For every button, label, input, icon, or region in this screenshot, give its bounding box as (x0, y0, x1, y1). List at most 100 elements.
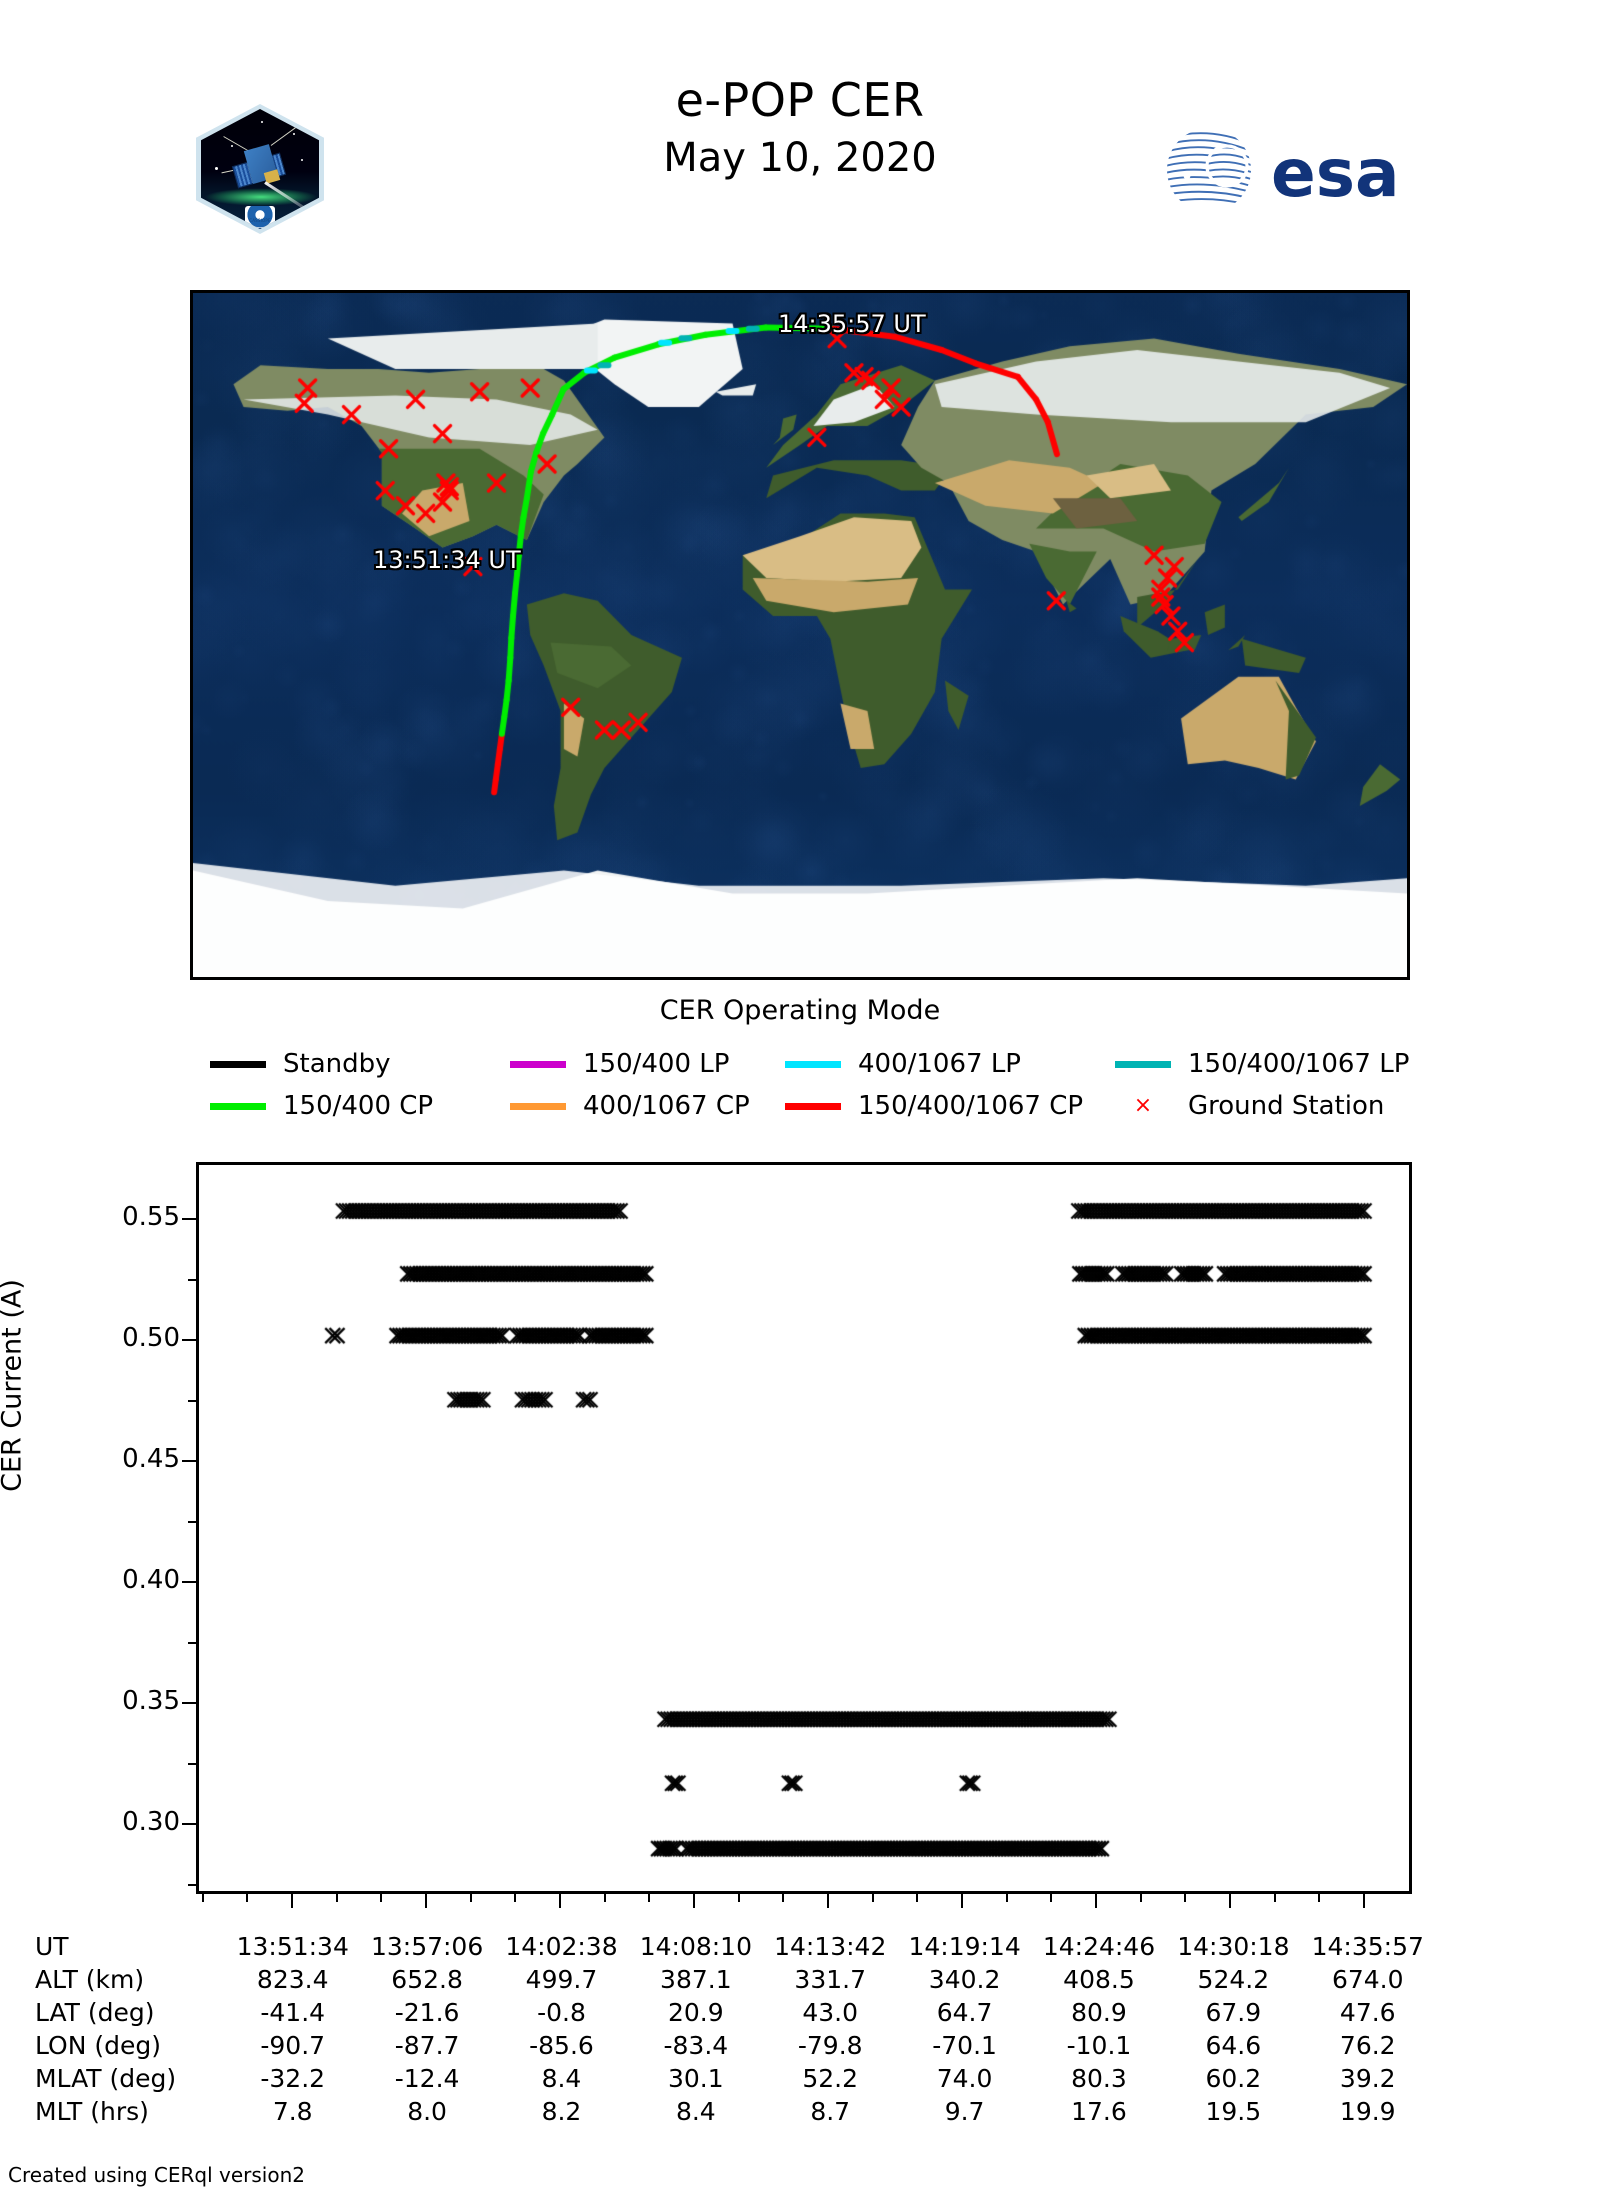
table-row: MLT (hrs) 7.8 8.0 8.2 8.4 8.7 9.7 17.6 19.5 19.9 (35, 2095, 1435, 2128)
table-cell: 80.9 (1032, 1996, 1166, 2029)
table-cell: -10.1 (1032, 2029, 1166, 2062)
y-tick-minor (188, 1763, 196, 1765)
legend-row-1: Standby 150/400 LP 400/1067 LP 150/400/1… (210, 1043, 1460, 1085)
table-cell: 30.1 (629, 2062, 763, 2095)
table-cell: 524.2 (1166, 1963, 1300, 1996)
table-row-label: MLT (hrs) (35, 2095, 226, 2128)
y-tick-mark (182, 1702, 196, 1704)
legend-label-400-1067-cp: 400/1067 CP (583, 1091, 750, 1121)
table-cell: 14:13:42 (763, 1930, 897, 1963)
table-cell: 331.7 (763, 1963, 897, 1996)
legend-label-standby: Standby (283, 1049, 391, 1079)
table-cell: 408.5 (1032, 1963, 1166, 1996)
table-cell: 60.2 (1166, 2062, 1300, 2095)
y-axis-label: CER Current (A) (0, 1186, 28, 1586)
x-tick-mark (559, 1894, 561, 1908)
table-cell: 14:02:38 (494, 1930, 628, 1963)
table-cell: 14:35:57 (1301, 1930, 1435, 1963)
table-cell: 52.2 (763, 2062, 897, 2095)
y-tick-minor (188, 1884, 196, 1886)
table-cell: 76.2 (1301, 2029, 1435, 2062)
x-tick-minor (1184, 1894, 1186, 1902)
y-tick-mark (182, 1218, 196, 1220)
table-row: LON (deg) -90.7 -87.7 -85.6 -83.4 -79.8 -70.1 -… (35, 2029, 1435, 2062)
table-cell: 7.8 (226, 2095, 360, 2128)
legend-swatch-150-400-1067-cp (785, 1103, 841, 1110)
ephemeris-table: UT 13:51:34 13:57:06 14:02:38 14:08:10 14:13:… (35, 1930, 1575, 2128)
table-cell: 74.0 (897, 2062, 1031, 2095)
table-cell: 17.6 (1032, 2095, 1166, 2128)
table-cell: 19.9 (1301, 2095, 1435, 2128)
x-tick-minor (1050, 1894, 1052, 1902)
y-tick-mark (182, 1460, 196, 1462)
x-tick-mark (1095, 1894, 1097, 1908)
world-map: 13:51:34 UT 14:35:57 UT (190, 290, 1410, 980)
legend-label-150-400-cp: 150/400 CP (283, 1091, 433, 1121)
x-tick-minor (470, 1894, 472, 1902)
table-row: MLAT (deg) -32.2 -12.4 8.4 30.1 52.2 74.0 80.3 6… (35, 2062, 1435, 2095)
table-cell: -32.2 (226, 2062, 360, 2095)
x-tick-minor (1140, 1894, 1142, 1902)
table-cell: 64.6 (1166, 2029, 1300, 2062)
map-start-time-label: 13:51:34 UT (373, 546, 521, 574)
table-cell: -79.8 (763, 2029, 897, 2062)
table-row: UT 13:51:34 13:57:06 14:02:38 14:08:10 14:13:… (35, 1930, 1435, 1963)
table-cell: 674.0 (1301, 1963, 1435, 1996)
y-tick-minor (188, 1521, 196, 1523)
table-cell: 8.4 (629, 2095, 763, 2128)
x-tick-minor (782, 1894, 784, 1902)
table-row: LAT (deg) -41.4 -21.6 -0.8 20.9 43.0 64.7 80.9 6… (35, 1996, 1435, 2029)
y-tick-mark (182, 1823, 196, 1825)
legend-label-ground-station: Ground Station (1188, 1091, 1384, 1121)
x-tick-minor (604, 1894, 606, 1902)
table-cell: 8.4 (494, 2062, 628, 2095)
table-cell: -83.4 (629, 2029, 763, 2062)
x-tick-mark (827, 1894, 829, 1908)
y-tick-label: 0.35 (0, 1686, 180, 1716)
legend-item-150-400-lp: 150/400 LP (510, 1049, 785, 1079)
table-cell: 14:24:46 (1032, 1930, 1166, 1963)
table-cell: 14:08:10 (629, 1930, 763, 1963)
y-tick-mark (182, 1339, 196, 1341)
esa-logo: esa (1165, 128, 1445, 213)
x-tick-mark (961, 1894, 963, 1908)
legend-label-400-1067-lp: 400/1067 LP (858, 1049, 1021, 1079)
legend-row-2: 150/400 CP 400/1067 CP 150/400/1067 CP ×… (210, 1085, 1460, 1127)
x-tick-minor (380, 1894, 382, 1902)
x-tick-minor (1006, 1894, 1008, 1902)
table-cell: 14:19:14 (897, 1930, 1031, 1963)
legend-label-150-400-1067-cp: 150/400/1067 CP (858, 1091, 1083, 1121)
x-tick-mark (291, 1894, 293, 1908)
legend-item-150-400-1067-cp: 150/400/1067 CP (785, 1091, 1115, 1121)
footer-credit: Created using CERql version2 (8, 2163, 305, 2187)
x-tick-mark (425, 1894, 427, 1908)
legend-title: CER Operating Mode (0, 995, 1600, 1026)
table-cell: -21.6 (360, 1996, 494, 2029)
y-tick-label: 0.45 (0, 1444, 180, 1474)
legend-label-150-400-1067-lp: 150/400/1067 LP (1188, 1049, 1409, 1079)
table-row-label: ALT (km) (35, 1963, 226, 1996)
table-cell: 823.4 (226, 1963, 360, 1996)
x-tick-minor (246, 1894, 248, 1902)
legend-label-150-400-lp: 150/400 LP (583, 1049, 729, 1079)
x-tick-minor (1318, 1894, 1320, 1902)
x-tick-minor (916, 1894, 918, 1902)
table-cell: 9.7 (897, 2095, 1031, 2128)
page-title: e-POP CER (0, 73, 1600, 127)
x-tick-minor (202, 1894, 204, 1902)
legend-swatch-150-400-1067-lp (1115, 1061, 1171, 1068)
table-cell: -41.4 (226, 1996, 360, 2029)
table-cell: 13:51:34 (226, 1930, 360, 1963)
legend-swatch-400-1067-cp (510, 1103, 566, 1110)
legend-swatch-standby (210, 1061, 266, 1068)
y-tick-label: 0.55 (0, 1202, 180, 1232)
x-tick-minor (336, 1894, 338, 1902)
table-cell: 39.2 (1301, 2062, 1435, 2095)
y-tick-label: 0.30 (0, 1807, 180, 1837)
legend-item-150-400-cp: 150/400 CP (210, 1091, 510, 1121)
table-cell: 387.1 (629, 1963, 763, 1996)
y-tick-label: 0.50 (0, 1323, 180, 1353)
table-row-label: LAT (deg) (35, 1996, 226, 2029)
table-cell: 499.7 (494, 1963, 628, 1996)
table-cell: 8.0 (360, 2095, 494, 2128)
